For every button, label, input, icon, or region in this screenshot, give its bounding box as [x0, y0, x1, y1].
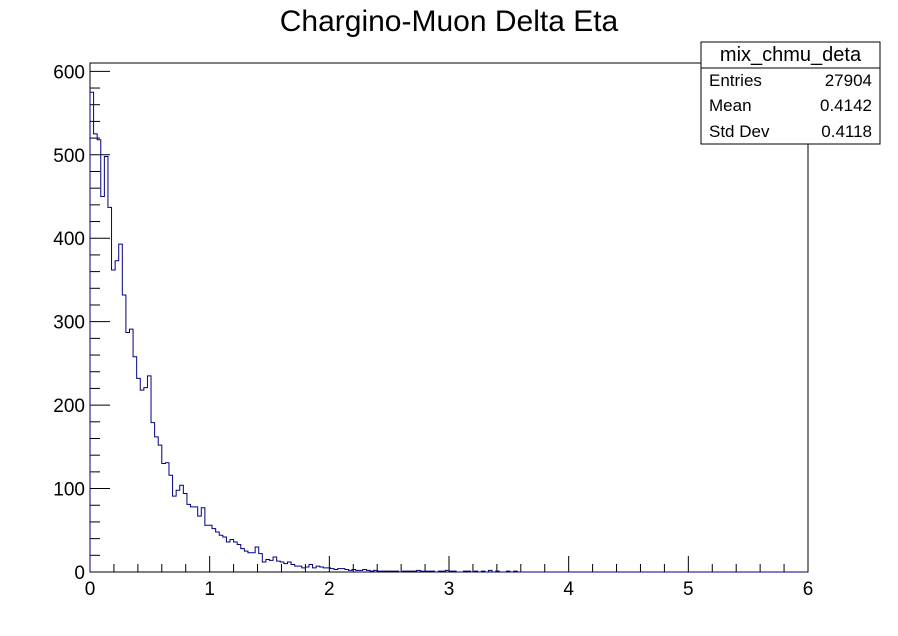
stats-box: mix_chmu_deta Entries 27904 Mean 0.4142 …: [700, 41, 881, 145]
x-tick-label: 3: [444, 579, 455, 600]
y-tick-label: 300: [53, 313, 85, 334]
stats-entries-label: Entries: [709, 71, 762, 90]
x-tick-label: 5: [683, 579, 694, 600]
stats-box-frame: [700, 41, 881, 145]
stats-mean-value: 0.4142: [820, 96, 872, 115]
y-tick-label: 600: [53, 62, 85, 83]
x-tick-label: 6: [803, 579, 814, 600]
x-tick-label: 4: [563, 579, 574, 600]
y-tick-label: 400: [53, 229, 85, 250]
histogram-line: [89, 91, 808, 573]
stats-histogram-name: mix_chmu_deta: [720, 44, 862, 66]
stats-stddev-value: 0.4118: [821, 122, 872, 141]
chart-title: Chargino-Muon Delta Eta: [280, 5, 619, 38]
stats-entries-value: 27904: [825, 71, 872, 90]
y-tick-label: 500: [53, 146, 85, 167]
y-tick-label: 200: [53, 396, 85, 417]
x-tick-label: 2: [324, 579, 335, 600]
y-tick-label: 0: [74, 563, 85, 584]
x-tick-label: 1: [204, 579, 215, 600]
x-tick-label: 0: [85, 579, 96, 600]
y-tick-label: 100: [53, 480, 85, 501]
stats-stddev-label: Std Dev: [709, 122, 770, 141]
stats-mean-label: Mean: [709, 96, 752, 115]
axis-tick-labels: 0 1 2 3 4 5 6 0 100 200 300 400 500 600: [53, 62, 813, 600]
